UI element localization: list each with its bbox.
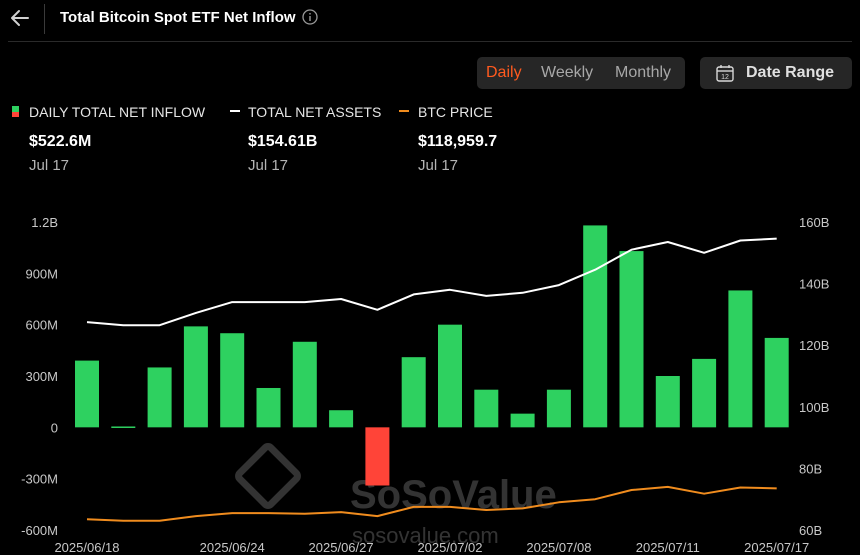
page-title: Total Bitcoin Spot ETF Net Inflow [60,9,296,26]
x-tick-label: 2025/06/27 [309,540,374,555]
legend-inflow-label: DAILY TOTAL NET INFLOW [29,104,206,120]
inflow-bar [183,326,208,428]
inflow-bar [365,427,390,486]
tab-weekly[interactable]: Weekly [541,64,594,81]
legend-assets-value: $154.61B [248,133,318,150]
legend-btc-marker [399,110,409,112]
inflow-bar [692,358,717,428]
header-underline [8,41,852,42]
total-net-assets-line [86,237,777,327]
inflow-bar [220,333,245,428]
header-bar: Total Bitcoin Spot ETF Net Inflow [0,0,860,40]
y-right-tick-label: 100B [799,400,829,415]
date-range-button[interactable]: 12 Date Range [700,57,852,89]
inflow-bar [655,376,680,428]
date-range-label: Date Range [746,64,835,81]
inflow-bar [728,290,753,428]
inflow-bar [510,413,535,428]
header-divider [44,4,45,34]
inflow-bar [401,357,426,428]
x-tick-label: 2025/07/02 [417,540,482,555]
legend-btc-label: BTC PRICE [418,104,493,120]
svg-text:sosovalue.com: sosovalue.com [352,523,499,548]
legend-inflow-positive-marker [12,106,19,112]
x-tick-label: 2025/06/24 [200,540,265,555]
btc-price-line [86,485,777,522]
y-left-tick-label: -600M [21,523,58,538]
svg-text:12: 12 [721,74,729,81]
y-right-tick-label: 140B [799,277,829,292]
x-tick-label: 2025/07/17 [744,540,809,555]
inflow-bar [474,389,499,428]
legend-inflow-date: Jul 17 [29,157,70,174]
legend-assets-marker [230,110,240,112]
legend-inflow-negative-marker [12,112,19,117]
inflow-bar [764,337,789,428]
inflow-bar [438,324,462,428]
legend-assets-label: TOTAL NET ASSETS [248,104,382,120]
inflow-bar [329,410,354,428]
y-right-tick-label: 120B [799,338,829,353]
inflow-bar [147,367,172,428]
y-left-tick-label: 1.2B [31,215,58,230]
y-left-tick-label: 600M [25,318,58,333]
calendar-icon: 12 [716,65,734,82]
tab-daily[interactable]: Daily [486,64,522,81]
inflow-bar [111,426,136,428]
info-icon[interactable] [302,9,318,25]
watermark: SoSoValue sosovalue.com [235,443,557,548]
y-right-tick-label: 60B [799,523,822,538]
legend-inflow-value: $522.6M [29,133,92,150]
y-left-tick-label: 300M [25,369,58,384]
y-left-tick-label: -300M [21,472,58,487]
inflow-bar [75,360,99,428]
y-right-tick-label: 80B [799,461,822,476]
legend-assets-date: Jul 17 [248,157,289,174]
y-left-tick-label: 0 [51,420,58,435]
x-tick-label: 2025/06/18 [54,540,119,555]
inflow-bar [619,251,644,428]
inflow-bar [583,225,608,428]
x-tick-label: 2025/07/08 [526,540,591,555]
tab-monthly[interactable]: Monthly [615,64,672,81]
inflow-bar [256,387,281,428]
legend-btc-value: $118,959.7 [418,133,498,150]
range-tabs: Daily Weekly Monthly [477,57,685,89]
etf-flow-chart: SoSoValue sosovalue.com 1.2B 900M 600M 300M… [21,215,829,555]
x-tick-label: 2025/07/11 [636,540,700,555]
inflow-bar [292,341,317,428]
legend-btc-date: Jul 17 [418,157,459,174]
y-right-tick-label: 160B [799,215,829,230]
y-left-tick-label: 900M [25,266,58,281]
inflow-bar [546,389,571,428]
back-arrow-icon[interactable] [8,6,32,30]
